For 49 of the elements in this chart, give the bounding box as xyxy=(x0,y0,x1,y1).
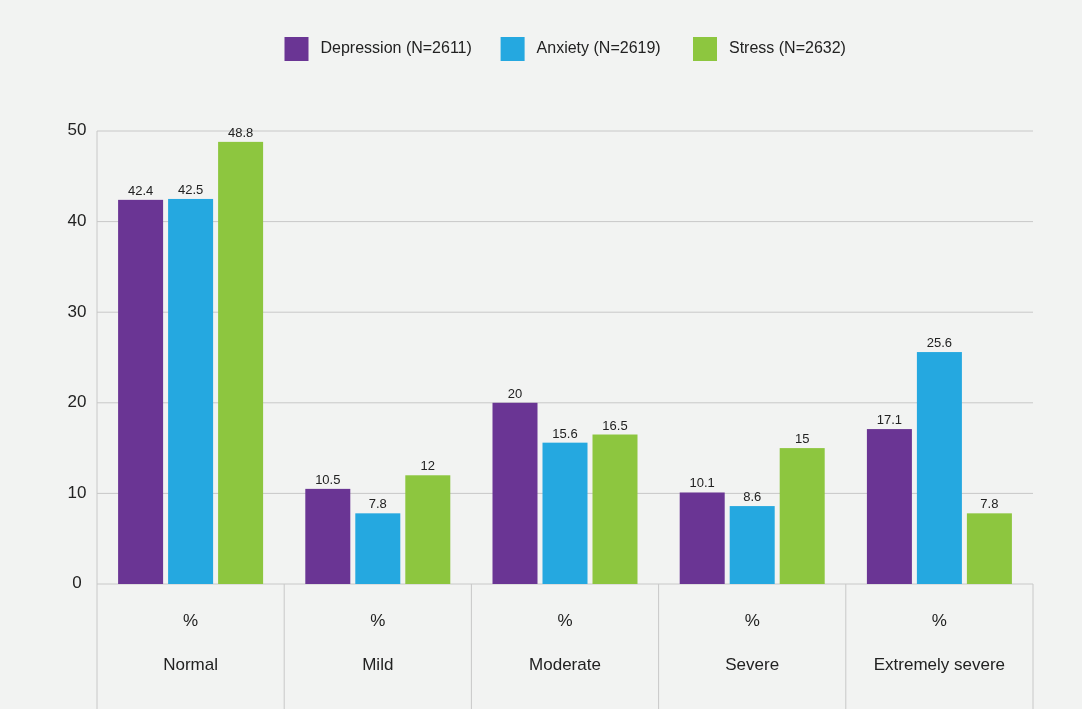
legend-label: Stress (N=2632) xyxy=(729,39,846,57)
bar xyxy=(492,402,538,584)
bar xyxy=(966,513,1012,584)
legend-label: Anxiety (N=2619) xyxy=(536,39,661,57)
data-label: 17.1 xyxy=(876,412,903,428)
x-tick-label: Normal xyxy=(163,655,218,675)
text: % xyxy=(744,611,760,631)
data-label: 42.5 xyxy=(177,181,204,197)
y-tick-label: 20 xyxy=(67,392,87,412)
data-label: 20 xyxy=(507,385,523,401)
y-tick-label: 50 xyxy=(67,120,87,140)
bar xyxy=(118,199,164,584)
data-label: 8.6 xyxy=(743,489,762,505)
bar xyxy=(679,492,725,584)
x-tick-label: Extremely severe xyxy=(873,655,1006,675)
data-label: 25.6 xyxy=(926,335,953,351)
x-tick-label: Mild xyxy=(362,655,394,675)
bar xyxy=(779,448,825,584)
y-tick-label: 0 xyxy=(72,573,82,593)
data-label: 7.8 xyxy=(368,496,387,512)
bar xyxy=(916,352,962,584)
legend-label: Depression (N=2611) xyxy=(320,39,472,57)
data-label: 15.6 xyxy=(552,425,578,441)
bar xyxy=(168,198,214,584)
data-label: 16.5 xyxy=(602,417,628,433)
y-tick-label: 40 xyxy=(67,211,87,231)
y-tick-label: 30 xyxy=(67,301,87,321)
data-label: 42.4 xyxy=(127,182,154,198)
data-label: 48.8 xyxy=(227,124,254,140)
data-label: 10.5 xyxy=(315,471,341,487)
data-label: 10.1 xyxy=(689,475,715,491)
text: % xyxy=(557,611,573,631)
bar xyxy=(405,475,451,584)
x-tick-label: Severe xyxy=(725,655,780,675)
text: % xyxy=(931,611,947,631)
bar xyxy=(218,141,264,584)
bar xyxy=(729,506,775,584)
bar xyxy=(355,513,401,584)
bar xyxy=(542,442,588,584)
y-tick-label: 10 xyxy=(67,482,87,502)
x-tick-label: Moderate xyxy=(529,655,601,675)
data-label: 15 xyxy=(794,431,810,447)
data-label: 12 xyxy=(420,458,436,474)
text: % xyxy=(183,611,199,631)
data-label: 7.8 xyxy=(980,496,999,512)
text: % xyxy=(370,611,386,631)
bar xyxy=(305,488,351,584)
bar xyxy=(592,434,638,584)
bar xyxy=(866,429,912,584)
